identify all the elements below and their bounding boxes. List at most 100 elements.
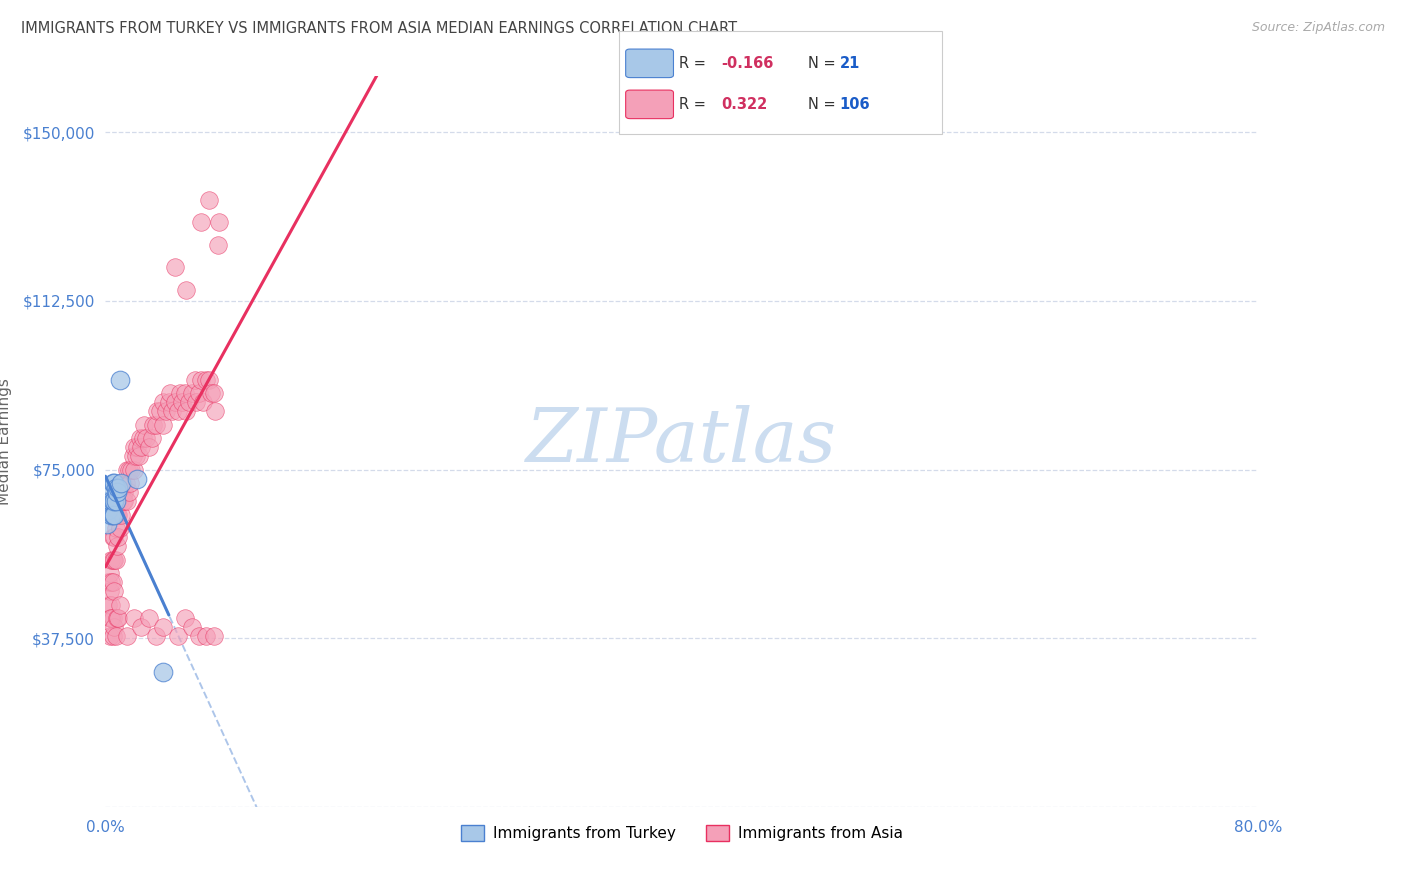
Point xyxy=(105,508,128,522)
Point xyxy=(152,665,174,680)
Point xyxy=(155,404,177,418)
Point xyxy=(145,629,167,643)
Point xyxy=(142,417,165,432)
Point xyxy=(98,494,121,508)
Point xyxy=(101,629,124,643)
Point xyxy=(127,472,149,486)
Point xyxy=(115,494,138,508)
Point xyxy=(104,508,127,522)
Point xyxy=(103,508,125,522)
Point xyxy=(105,485,128,500)
Point xyxy=(145,417,167,432)
Point xyxy=(198,193,221,207)
Point xyxy=(98,611,121,625)
Text: Source: ZipAtlas.com: Source: ZipAtlas.com xyxy=(1251,21,1385,34)
Point xyxy=(103,476,125,491)
Point xyxy=(115,463,138,477)
Text: ZIPatlas: ZIPatlas xyxy=(526,405,838,478)
Point xyxy=(108,598,131,612)
Point xyxy=(127,440,149,454)
Text: 0.322: 0.322 xyxy=(721,97,768,112)
Point xyxy=(101,494,124,508)
Point xyxy=(110,508,132,522)
Legend: Immigrants from Turkey, Immigrants from Asia: Immigrants from Turkey, Immigrants from … xyxy=(454,819,910,847)
Point xyxy=(207,237,229,252)
Text: R =: R = xyxy=(679,56,710,70)
Point xyxy=(184,373,207,387)
Text: IMMIGRANTS FROM TURKEY VS IMMIGRANTS FROM ASIA MEDIAN EARNINGS CORRELATION CHART: IMMIGRANTS FROM TURKEY VS IMMIGRANTS FRO… xyxy=(21,21,737,36)
Point xyxy=(98,629,121,643)
Point xyxy=(105,611,128,625)
Point xyxy=(174,404,197,418)
Point xyxy=(115,629,138,643)
Point xyxy=(100,508,122,522)
Point xyxy=(104,629,127,643)
Text: 106: 106 xyxy=(839,97,870,112)
Point xyxy=(193,395,215,409)
Point xyxy=(117,485,139,500)
Point xyxy=(98,584,121,599)
Point xyxy=(124,463,146,477)
Point xyxy=(100,494,122,508)
Point xyxy=(202,629,225,643)
Point xyxy=(163,260,186,274)
Point xyxy=(98,566,121,581)
Point xyxy=(173,611,195,625)
Point xyxy=(103,530,125,544)
Point xyxy=(101,508,124,522)
Point xyxy=(97,503,120,517)
Point xyxy=(108,494,131,508)
Point xyxy=(104,552,127,566)
Text: N =: N = xyxy=(808,97,837,112)
Point xyxy=(112,494,135,508)
Point xyxy=(111,494,134,508)
Point xyxy=(124,440,146,454)
Point xyxy=(138,440,160,454)
Point xyxy=(110,485,132,500)
Point xyxy=(101,552,124,566)
Point xyxy=(121,449,143,463)
Point xyxy=(107,530,129,544)
Point xyxy=(104,481,127,495)
Point xyxy=(105,494,128,508)
Point xyxy=(100,598,122,612)
Text: 21: 21 xyxy=(839,56,859,70)
Point xyxy=(166,404,188,418)
Point xyxy=(132,431,155,445)
Text: -0.166: -0.166 xyxy=(721,56,773,70)
Point xyxy=(177,395,200,409)
Point xyxy=(180,386,204,401)
Point xyxy=(114,476,136,491)
Point xyxy=(120,463,142,477)
Point xyxy=(103,620,125,634)
Point xyxy=(124,611,146,625)
Point xyxy=(135,431,157,445)
Point xyxy=(169,386,191,401)
Point xyxy=(141,431,163,445)
Point xyxy=(111,476,134,491)
Point xyxy=(100,611,122,625)
Point xyxy=(118,476,141,491)
Point xyxy=(131,440,153,454)
Point xyxy=(96,516,118,531)
Point xyxy=(152,620,174,634)
Point xyxy=(101,575,124,590)
Point xyxy=(101,530,124,544)
Point xyxy=(190,373,212,387)
Y-axis label: Median Earnings: Median Earnings xyxy=(0,378,11,505)
Point xyxy=(204,404,226,418)
Point xyxy=(195,629,218,643)
Point xyxy=(200,386,222,401)
Point xyxy=(152,417,174,432)
Point xyxy=(159,386,181,401)
Text: R =: R = xyxy=(679,97,716,112)
Point xyxy=(208,215,231,229)
Point xyxy=(104,494,127,508)
Point xyxy=(101,476,124,491)
Point xyxy=(103,584,125,599)
Point xyxy=(100,552,122,566)
Point xyxy=(101,611,124,625)
Point xyxy=(108,476,131,491)
Point xyxy=(97,598,120,612)
Point xyxy=(97,494,120,508)
